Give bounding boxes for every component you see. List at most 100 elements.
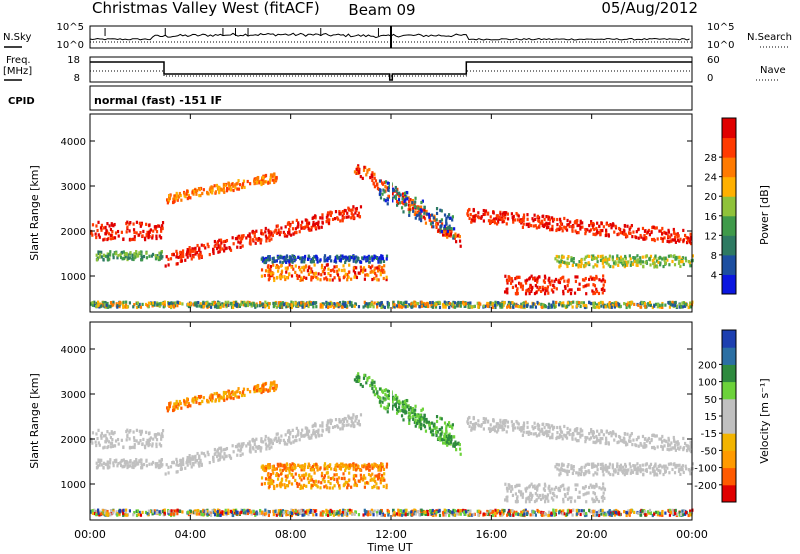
power-echo [565, 226, 568, 230]
power-echo [558, 265, 561, 269]
velocity-echo [454, 442, 457, 446]
velocity-echo [159, 444, 162, 448]
velocity-echo [325, 471, 328, 475]
velocity-echo [633, 466, 636, 470]
velocity-echo [676, 440, 679, 444]
velocity-echo [176, 406, 179, 410]
power-echo [189, 248, 192, 253]
velocity-echo [341, 462, 344, 466]
velocity-echo [267, 389, 270, 393]
power-echo [105, 228, 108, 233]
power-echo [509, 281, 513, 285]
velocity-echo [534, 425, 537, 430]
power-echo [91, 303, 95, 307]
power-echo [267, 267, 271, 272]
power-echo [420, 214, 423, 219]
power-echo [113, 222, 116, 227]
power-echo [561, 229, 564, 233]
power-echo [279, 302, 282, 306]
velocity-echo [328, 426, 331, 430]
velocity-echo [334, 464, 337, 468]
velocity-echo [384, 392, 387, 396]
velocity-echo [236, 395, 239, 399]
velocity-echo [570, 464, 573, 468]
velocity-echo [225, 446, 229, 451]
power-echo [241, 244, 244, 248]
power-echo [272, 173, 275, 177]
power-echo [418, 210, 421, 214]
power-echo [613, 230, 616, 234]
power-echo [355, 208, 358, 213]
power-echo [519, 285, 523, 289]
power-echo [522, 215, 526, 220]
velocity-echo [628, 435, 631, 439]
power-echo [347, 275, 350, 279]
velocity-echo [592, 440, 595, 444]
power-echo [447, 213, 451, 217]
velocity-echo [380, 462, 383, 466]
velocity-echo [540, 427, 544, 431]
power-echo [96, 228, 99, 233]
velocity-echo [371, 386, 374, 391]
power-echo [100, 250, 103, 254]
power-echo [535, 291, 538, 295]
velocity-echo [381, 400, 384, 404]
velocity-echo [131, 465, 134, 469]
velocity-echo [579, 427, 582, 431]
power-echo [364, 273, 367, 277]
velocity-echo [364, 481, 367, 485]
power-echo [104, 232, 108, 236]
power-echo [452, 305, 455, 309]
power-echo [616, 232, 619, 237]
velocity-echo [106, 438, 109, 442]
power-echo [639, 233, 642, 238]
velocity-echo [248, 440, 251, 444]
power-echo [160, 251, 163, 255]
velocity-echo [635, 443, 638, 448]
velocity-echo [196, 451, 199, 456]
velocity-echo [449, 442, 452, 446]
power-echo [266, 303, 269, 307]
power-echo [178, 191, 181, 196]
velocity-echo [502, 422, 505, 426]
velocity-echo [408, 421, 411, 425]
power-echo [132, 305, 135, 309]
power-echo [319, 258, 322, 262]
velocity-echo [545, 423, 548, 427]
power-echo [397, 191, 400, 195]
power-echo [377, 265, 380, 269]
velocity-echo [532, 427, 535, 431]
velocity-echo [482, 416, 485, 421]
velocity-echo [352, 424, 355, 428]
power-echo [277, 301, 281, 305]
power-echo [259, 300, 262, 305]
power-echo [145, 233, 148, 237]
power-echo [682, 301, 685, 305]
power-echo [104, 254, 108, 258]
velocity-echo [512, 422, 515, 427]
power-echo [271, 257, 274, 261]
velocity-scatter [90, 322, 694, 520]
power-echo [624, 263, 627, 267]
velocity-echo [470, 426, 474, 430]
power-echo [106, 305, 109, 309]
velocity-echo [521, 433, 525, 437]
power-echo [608, 254, 611, 258]
power-echo [106, 254, 110, 258]
power-echo [109, 250, 112, 254]
velocity-echo [298, 438, 301, 442]
power-echo [170, 304, 173, 309]
velocity-echo [283, 463, 286, 467]
power-echo [228, 187, 231, 191]
power-echo [260, 274, 264, 278]
velocity-echo [377, 473, 380, 477]
power-echo [541, 285, 544, 289]
power-echo [279, 304, 282, 308]
velocity-echo [380, 473, 384, 478]
power-echo [373, 255, 376, 259]
power-echo [646, 230, 650, 234]
velocity-echo [665, 440, 668, 444]
power-echo [344, 272, 347, 276]
nave-ytick-top: 60 [707, 55, 720, 66]
velocity-echo [371, 383, 374, 387]
